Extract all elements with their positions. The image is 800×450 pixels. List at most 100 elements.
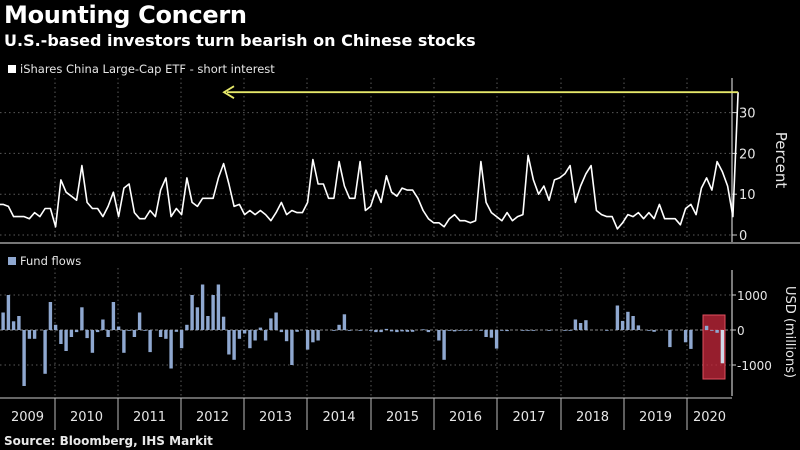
fund-flow-bar-59 (305, 330, 310, 350)
top-tick-label-0: 0 (739, 229, 747, 244)
fund-flow-bar-6 (27, 330, 32, 339)
fund-flow-bar-18 (90, 330, 95, 353)
fund-flow-bar-137 (715, 330, 719, 333)
fund-flow-bar-13 (64, 330, 68, 351)
fund-flow-bar-27 (137, 312, 142, 330)
fund-flow-bar-78 (405, 330, 410, 332)
fund-flow-bar-101 (526, 330, 530, 331)
fund-flow-bar-51 (263, 330, 268, 341)
fund-flow-bar-35 (179, 330, 184, 349)
fund-flow-bar-48 (248, 330, 252, 349)
fund-flow-bar-9 (43, 330, 47, 374)
x-tick-label-2020: 2020 (693, 410, 726, 425)
x-tick-label-2019: 2019 (639, 410, 672, 425)
x-tick-label-2014: 2014 (322, 410, 355, 425)
fund-flow-bar-87 (452, 330, 457, 332)
fund-flow-bar-12 (59, 330, 63, 344)
fund-flow-bar-79 (410, 330, 415, 332)
fund-flow-bar-25 (127, 330, 131, 331)
top-tick-label-1: 10 (739, 188, 756, 203)
bottom-tick-label-0: -1000 (737, 359, 772, 373)
fund-flow-bar-42 (216, 284, 221, 330)
fund-flow-bar-125 (652, 330, 656, 332)
fund-flow-bar-67 (347, 330, 352, 331)
fund-flow-bar-2 (6, 295, 11, 330)
legend-fund-flows: Fund flows (8, 254, 81, 268)
fund-flow-bar-52 (269, 318, 273, 330)
fund-flow-bar-93 (484, 330, 488, 337)
fund-flow-bar-97 (505, 330, 509, 332)
top-y-axis-label: Percent (772, 132, 790, 189)
fund-flow-bar-118 (615, 305, 620, 330)
fund-flow-bar-43 (221, 316, 226, 330)
fund-flow-bar-131 (683, 330, 688, 343)
legend-label-fund-flows: Fund flows (20, 254, 82, 268)
fund-flow-bar-66 (342, 314, 347, 331)
fund-flow-bar-102 (531, 330, 536, 331)
source-note: Source: Bloomberg, IHS Markit (4, 434, 213, 448)
fund-flow-bar-92 (479, 330, 483, 331)
top-tick-label-2: 20 (739, 147, 756, 162)
arrow-head-icon (222, 85, 235, 99)
fund-flow-bar-1 (1, 312, 5, 330)
fund-flow-bar-26 (132, 330, 137, 337)
fund-flow-bar-89 (463, 330, 467, 331)
fund-flow-bar-110 (573, 319, 578, 330)
fund-flow-bar-57 (295, 330, 299, 332)
fund-flow-bar-34 (174, 330, 179, 332)
fund-flow-bar-90 (468, 330, 473, 331)
fund-flow-bar-112 (584, 320, 588, 330)
x-tick-label-2011: 2011 (133, 410, 166, 425)
x-tick-label-2012: 2012 (196, 410, 229, 425)
legend-label-short-interest: iShares China Large-Cap ETF - short inte… (20, 62, 275, 76)
fund-flow-bar-84 (437, 330, 441, 341)
top-tick-label-3: 30 (739, 107, 756, 122)
fund-flow-bar-76 (395, 330, 399, 333)
chart-subtitle: U.S.-based investors turn bearish on Chi… (4, 31, 476, 50)
fund-flow-bar-86 (447, 330, 452, 331)
fund-flow-bar-21 (106, 330, 110, 337)
legend-swatch-blue (8, 257, 16, 265)
fund-flow-bar-88 (458, 330, 462, 331)
fund-flow-bar-19 (95, 330, 100, 333)
bottom-y-axis-label: USD (millions) (782, 286, 797, 378)
fund-flow-bar-136 (710, 330, 714, 331)
fund-flow-bar-56 (290, 330, 294, 365)
fund-flow-bar-61 (316, 330, 320, 341)
fund-flow-bar-65 (337, 324, 341, 331)
fund-flow-bar-38 (195, 307, 200, 331)
fund-flow-bar-85 (442, 330, 446, 360)
fund-flow-bar-109 (568, 330, 572, 331)
fund-flow-bar-119 (620, 320, 625, 330)
x-tick-label-2010: 2010 (70, 410, 103, 425)
fund-flow-bar-60 (311, 330, 315, 343)
short-interest-line (0, 92, 739, 230)
fund-flow-bar-24 (122, 330, 126, 353)
fund-flow-bar-77 (400, 330, 404, 332)
x-tick-label-2013: 2013 (259, 410, 292, 425)
fund-flow-bar-124 (647, 330, 651, 331)
legend-swatch-white (8, 65, 16, 73)
fund-flow-bar-120 (626, 311, 630, 330)
fund-flow-bar-7 (32, 330, 37, 339)
fund-flow-bar-96 (500, 330, 504, 331)
fund-flow-bar-29 (148, 330, 152, 353)
fund-flow-bar-122 (636, 325, 641, 330)
fund-flow-bar-39 (200, 284, 205, 330)
fund-flow-bar-15 (74, 330, 79, 333)
fund-flow-bar-23 (116, 326, 121, 330)
fund-flow-bar-138 (720, 330, 725, 364)
fund-flow-bar-40 (206, 316, 210, 330)
fund-flow-bar-132 (689, 330, 693, 349)
fund-flow-bar-47 (242, 330, 247, 334)
fund-flow-bar-71 (368, 330, 373, 331)
fund-flow-bar-72 (374, 330, 378, 333)
bottom-tick-label-1: 0 (737, 324, 745, 338)
fund-flow-bar-36 (185, 324, 189, 331)
fund-flow-bar-128 (668, 330, 672, 348)
fund-flow-bar-41 (211, 295, 215, 330)
fund-flow-bar-95 (494, 330, 499, 349)
fund-flow-bar-73 (379, 330, 383, 333)
fund-flow-bar-108 (563, 330, 567, 331)
fund-flow-bar-55 (284, 330, 289, 342)
